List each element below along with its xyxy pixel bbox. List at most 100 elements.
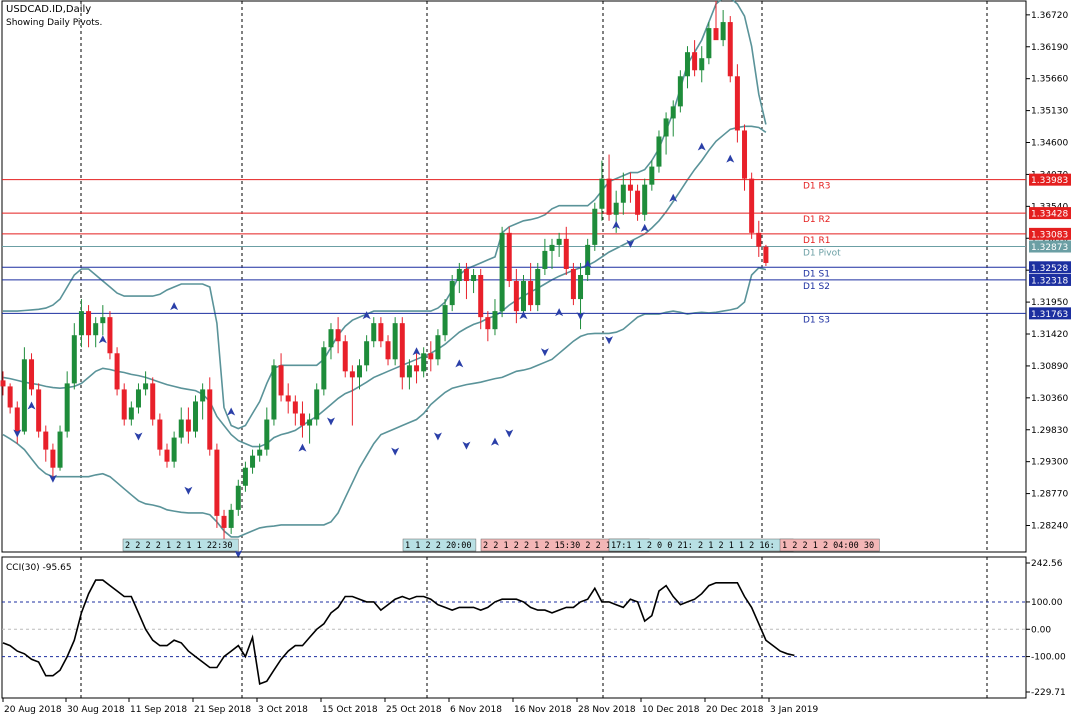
bull-candle bbox=[171, 431, 177, 468]
time-tick-label: 20 Dec 2018 bbox=[706, 705, 764, 715]
candle-body bbox=[485, 317, 491, 330]
candle-body bbox=[506, 232, 512, 282]
price-tick-label: 1.28240 bbox=[1031, 522, 1068, 532]
fractal-down-arrow bbox=[576, 312, 585, 321]
price-tick-label: 1.29300 bbox=[1031, 458, 1068, 468]
candle-body bbox=[692, 52, 698, 71]
bull-candle bbox=[321, 341, 327, 396]
bull-candle bbox=[442, 299, 448, 342]
candle-body bbox=[314, 389, 320, 420]
bull-candle bbox=[656, 130, 662, 173]
bull-candle bbox=[100, 305, 106, 336]
bull-candle bbox=[592, 202, 598, 251]
candle-body bbox=[121, 389, 127, 420]
fractal-down-arrow bbox=[462, 441, 471, 450]
bear-candle bbox=[734, 64, 740, 143]
candle-body bbox=[364, 341, 370, 366]
price-tick-label: 1.31420 bbox=[1031, 330, 1068, 340]
cci-tick-label: 0.00 bbox=[1031, 625, 1051, 635]
bull-candle bbox=[271, 359, 277, 426]
candle-body bbox=[535, 268, 541, 306]
bull-candle bbox=[684, 46, 690, 89]
candle-body bbox=[257, 449, 263, 456]
candle-body bbox=[14, 407, 20, 432]
time-axis[interactable]: 20 Aug 2018 30 Aug 2018 11 Sep 2018 21 Sep … bbox=[2, 698, 818, 715]
bear-candle bbox=[563, 226, 569, 275]
pivot-label: D1 R1 bbox=[803, 236, 831, 246]
candle-body bbox=[406, 365, 412, 378]
time-tick-label: 20 Aug 2018 bbox=[4, 705, 62, 715]
time-tick-label: 16 Nov 2018 bbox=[514, 705, 572, 715]
price-tick-label: 1.36720 bbox=[1031, 11, 1068, 21]
candle-body bbox=[264, 419, 270, 450]
candle-body bbox=[442, 305, 448, 336]
cci-tick-label: 100.00 bbox=[1031, 598, 1063, 608]
fractal-down-arrow bbox=[134, 432, 143, 441]
bear-candle bbox=[164, 443, 170, 468]
fractal-up-arrow bbox=[555, 308, 564, 317]
candle-body bbox=[670, 106, 676, 119]
bear-candle bbox=[0, 371, 6, 396]
bear-candle bbox=[528, 262, 534, 312]
bear-candle bbox=[29, 353, 35, 396]
pivot-price-text: 1.33083 bbox=[1031, 230, 1068, 240]
bull-candle bbox=[178, 407, 184, 444]
candle-body bbox=[321, 347, 327, 390]
pivot-price-text: 1.32318 bbox=[1031, 276, 1068, 286]
candle-body bbox=[392, 323, 398, 360]
bull-candle bbox=[242, 461, 248, 492]
bull-candle bbox=[228, 503, 234, 534]
candle-body bbox=[64, 383, 70, 432]
candle-body bbox=[0, 380, 6, 387]
fractal-up-arrow bbox=[612, 220, 621, 229]
bull-candle bbox=[71, 323, 77, 390]
bull-candle bbox=[328, 323, 334, 360]
bear-candle bbox=[342, 335, 348, 378]
cci-axis[interactable]: 242.56 100.00 0.00 -100.00 -229.71 bbox=[1026, 559, 1066, 698]
candle-body bbox=[528, 281, 534, 306]
candle-body bbox=[385, 341, 391, 360]
bull-candle bbox=[677, 70, 683, 113]
bull-candle bbox=[392, 317, 398, 366]
bear-candle bbox=[606, 154, 612, 221]
fractal-up-arrow bbox=[98, 335, 107, 344]
bear-candle bbox=[378, 317, 384, 348]
fractal-down-arrow bbox=[540, 348, 549, 357]
price-tick-label: 1.30890 bbox=[1031, 362, 1068, 372]
fractal-down-arrow bbox=[626, 239, 635, 248]
fractal-down-arrow bbox=[48, 474, 57, 483]
candle-body bbox=[570, 268, 576, 300]
fractal-up-arrow bbox=[455, 359, 464, 368]
bear-candle bbox=[756, 220, 762, 257]
session-box bbox=[402, 538, 477, 552]
bear-candle bbox=[463, 262, 469, 300]
bull-candle bbox=[143, 371, 149, 396]
bull-candle bbox=[200, 383, 206, 420]
price-tick-label: 1.34600 bbox=[1031, 139, 1068, 149]
bull-candle bbox=[128, 401, 134, 426]
cci-panel[interactable]: CCI(30) -95.65 bbox=[1, 556, 1027, 699]
candle-body bbox=[71, 335, 77, 384]
price-panel[interactable]: D1 R3 D1 R2 D1 R1 D1 Pivot D1 S1 D1 S2 D1 S3 2… bbox=[0, 0, 1027, 558]
bear-candle bbox=[114, 347, 120, 396]
fractal-down-arrow bbox=[234, 549, 243, 558]
bollinger-middle bbox=[2, 125, 767, 448]
bull-candle bbox=[663, 112, 669, 155]
bull-candle bbox=[406, 359, 412, 390]
fractal-up-arrow bbox=[583, 259, 592, 268]
bear-candle bbox=[485, 311, 491, 342]
bull-candle bbox=[78, 299, 84, 348]
price-tick-label: 1.28770 bbox=[1031, 490, 1068, 500]
bull-candle bbox=[135, 383, 141, 414]
candle-body bbox=[29, 359, 35, 390]
bull-candle bbox=[706, 22, 712, 65]
price-tick-label: 1.29830 bbox=[1031, 426, 1068, 436]
pivot-price-text: 1.31763 bbox=[1031, 310, 1068, 320]
candle-body bbox=[435, 335, 441, 360]
time-tick-label: 28 Nov 2018 bbox=[578, 705, 636, 715]
bear-candle bbox=[207, 377, 213, 456]
candle-body bbox=[299, 413, 305, 426]
bear-candle bbox=[506, 226, 512, 288]
session-text: 1 1 2 2 20:00 bbox=[405, 541, 472, 551]
